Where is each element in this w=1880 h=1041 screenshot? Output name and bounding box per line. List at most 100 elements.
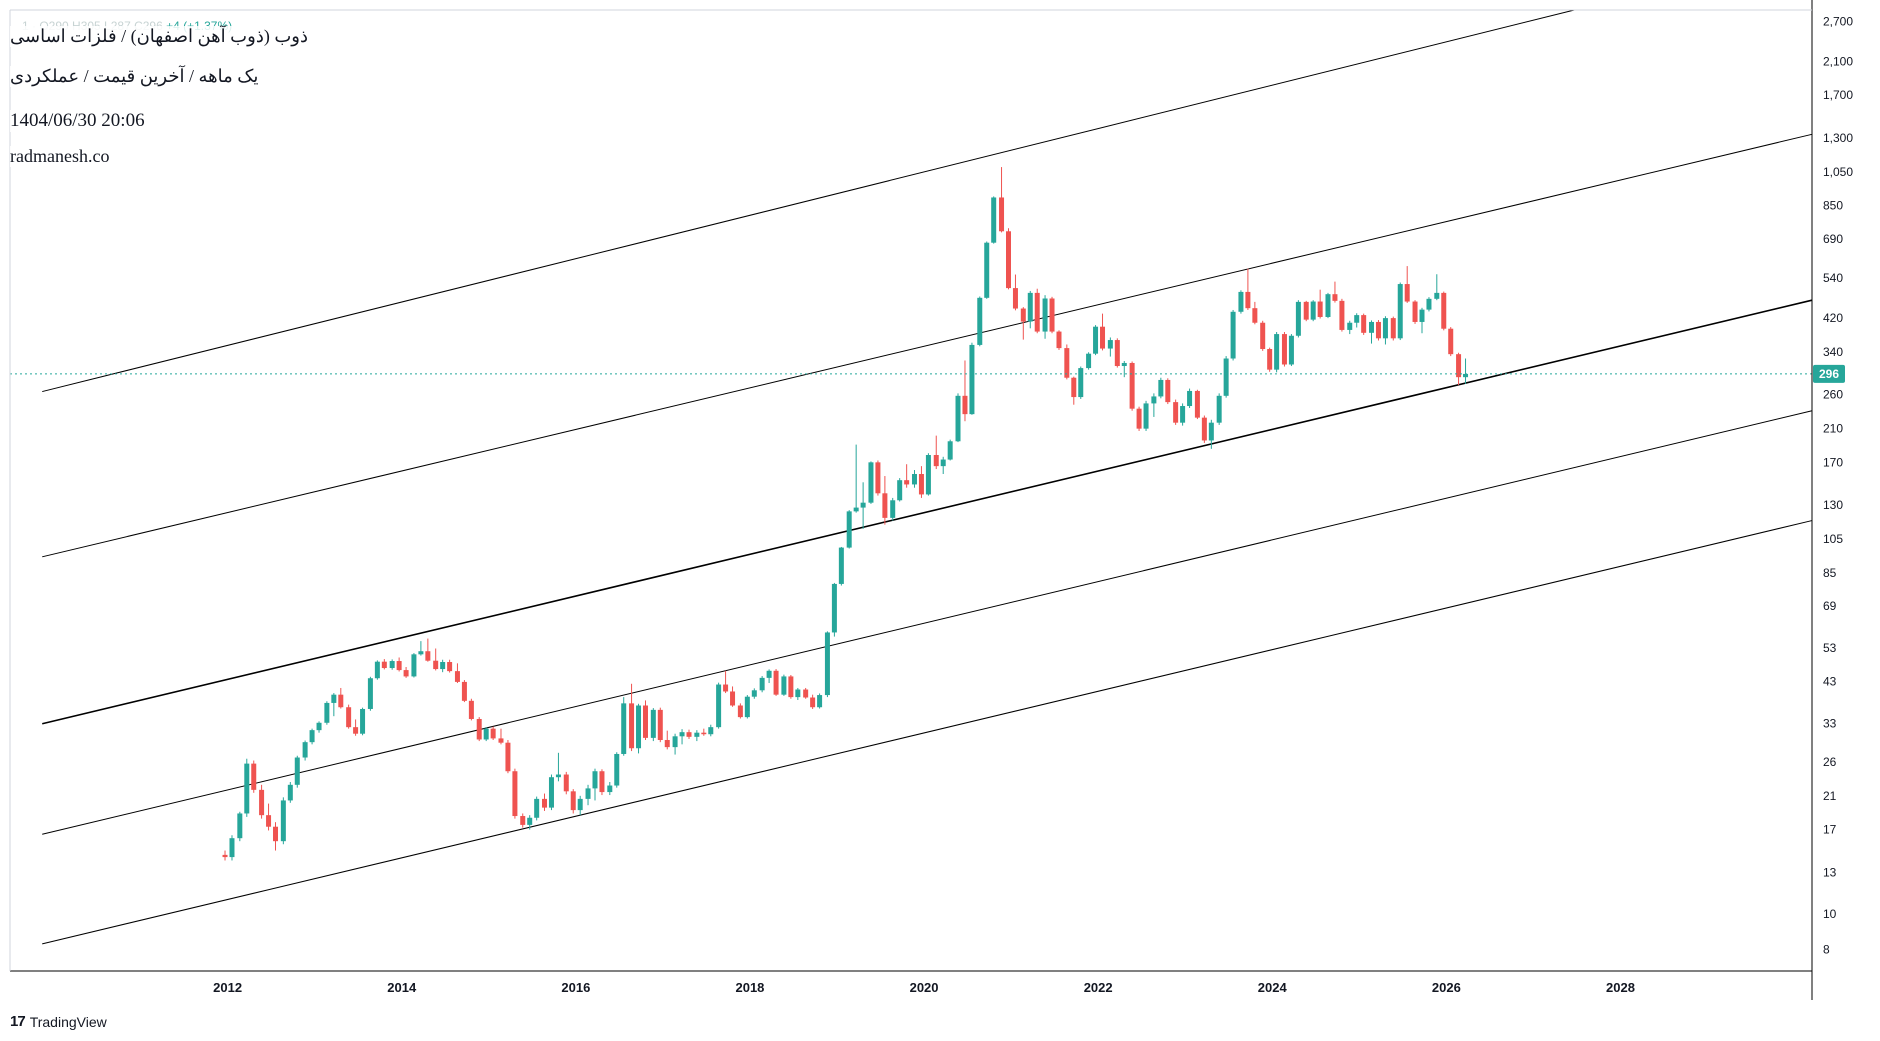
- candle-body: [563, 774, 569, 792]
- candle: [1441, 291, 1447, 331]
- candle: [1369, 320, 1375, 344]
- candle: [548, 774, 554, 811]
- candle: [664, 730, 670, 750]
- candle-body: [1354, 315, 1360, 323]
- candle-body: [425, 651, 431, 661]
- candle-body: [287, 784, 293, 801]
- candle-body: [803, 689, 809, 698]
- candle-body: [374, 661, 380, 679]
- candle: [686, 729, 692, 739]
- candle-body: [1165, 379, 1171, 403]
- candle-body: [1245, 291, 1251, 309]
- candle: [1347, 320, 1353, 335]
- candle-body: [418, 651, 424, 655]
- candle-body: [831, 583, 837, 633]
- candle-body: [751, 690, 757, 697]
- candle-body: [1295, 301, 1301, 336]
- candle-body: [548, 777, 554, 808]
- channel-line-3[interactable]: [42, 299, 1813, 725]
- candle-body: [1136, 408, 1142, 429]
- candle: [817, 693, 823, 709]
- candle: [824, 631, 830, 698]
- candle-body: [454, 671, 460, 682]
- channel-line-2[interactable]: [42, 133, 1813, 558]
- candle: [650, 708, 656, 742]
- channel-line-4[interactable]: [42, 410, 1813, 835]
- candle-body: [1020, 308, 1026, 322]
- candle: [498, 728, 504, 745]
- candle: [642, 700, 648, 741]
- x-tick-label: 2014: [387, 980, 417, 995]
- candle: [636, 703, 642, 754]
- x-tick-label: 2022: [1084, 980, 1113, 995]
- candle-body: [1347, 322, 1353, 330]
- candle-body: [1078, 368, 1084, 398]
- candle: [657, 707, 663, 743]
- candle-body: [1382, 318, 1388, 339]
- candle: [875, 460, 881, 496]
- candle: [773, 669, 779, 696]
- candle: [1005, 228, 1011, 290]
- candle-body: [381, 661, 387, 669]
- candle-body: [309, 730, 315, 743]
- candle-body: [1310, 301, 1316, 320]
- candle: [1173, 399, 1179, 425]
- y-tick-label: 420: [1823, 311, 1843, 325]
- candle: [1034, 288, 1040, 334]
- candle: [229, 835, 235, 861]
- candle-body: [1397, 284, 1403, 339]
- candle-body: [1173, 402, 1179, 423]
- candle: [433, 648, 439, 671]
- last-price-value: 296: [1819, 367, 1839, 381]
- candle-body: [1034, 292, 1040, 332]
- candle-body: [1317, 301, 1323, 317]
- candle-body: [744, 696, 750, 718]
- candle-body: [1325, 294, 1331, 317]
- candle-body: [614, 753, 620, 786]
- candle-body: [346, 707, 352, 728]
- candle-body: [294, 757, 300, 785]
- candle: [360, 707, 366, 736]
- candle: [716, 682, 722, 729]
- candle-body: [1143, 403, 1149, 429]
- tradingview-logo[interactable]: 17 TradingView: [10, 1013, 107, 1030]
- candle-body: [331, 694, 337, 703]
- channel-line-5[interactable]: [42, 520, 1813, 945]
- candle-body: [860, 502, 866, 508]
- channel-line-1[interactable]: [42, 9, 1575, 393]
- candle-body: [1390, 318, 1396, 339]
- candle: [744, 695, 750, 719]
- candle-body: [542, 798, 548, 808]
- candle: [585, 784, 591, 806]
- candle: [751, 688, 757, 699]
- candle: [389, 659, 395, 670]
- y-tick-label: 105: [1823, 532, 1843, 546]
- candle-body: [838, 547, 844, 584]
- y-tick-label: 260: [1823, 388, 1843, 402]
- candle: [1151, 393, 1157, 417]
- candle: [309, 728, 315, 745]
- y-tick-label: 53: [1823, 641, 1837, 655]
- candle-body: [389, 661, 395, 669]
- candle: [237, 811, 243, 842]
- candle: [403, 667, 409, 678]
- candle: [1020, 307, 1026, 340]
- y-axis: 8 10 13 17 21 26 33 43 53 69 85 105 130 170 210 260 340 4…: [1823, 14, 1853, 956]
- candle-body: [483, 728, 489, 740]
- candle: [1180, 403, 1186, 426]
- candle: [940, 456, 946, 475]
- candle: [1114, 338, 1120, 368]
- candle: [454, 663, 460, 684]
- candle: [1121, 360, 1127, 378]
- candle: [266, 803, 272, 831]
- candle: [1354, 313, 1360, 328]
- x-tick-label: 2024: [1258, 980, 1288, 995]
- candle: [324, 701, 330, 725]
- y-tick-label: 170: [1823, 455, 1843, 469]
- candle: [425, 638, 431, 662]
- candle: [1390, 316, 1396, 341]
- y-tick-label: 69: [1823, 599, 1837, 613]
- candle-body: [360, 708, 366, 734]
- candle: [679, 729, 685, 745]
